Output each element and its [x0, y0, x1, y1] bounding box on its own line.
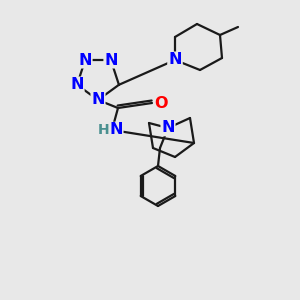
- Text: N: N: [78, 53, 92, 68]
- Text: N: N: [109, 122, 123, 137]
- Text: O: O: [154, 95, 168, 110]
- Text: N: N: [104, 53, 118, 68]
- Text: H: H: [98, 123, 110, 137]
- Text: N: N: [70, 77, 84, 92]
- Text: N: N: [161, 121, 175, 136]
- Text: N: N: [168, 52, 182, 68]
- Text: N: N: [91, 92, 105, 107]
- Text: N: N: [168, 52, 182, 68]
